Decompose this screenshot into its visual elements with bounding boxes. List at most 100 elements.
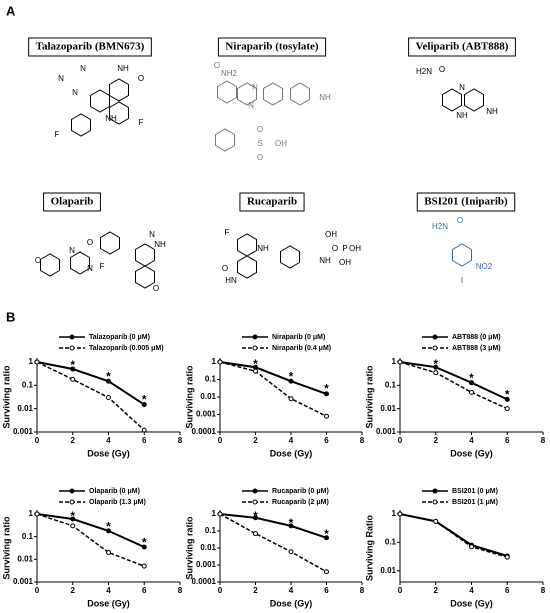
- structure-ring: [109, 78, 129, 102]
- atom-label: S: [257, 139, 262, 148]
- data-point: [141, 544, 147, 550]
- atom-label: NH: [319, 93, 331, 102]
- panel-label: B: [6, 309, 15, 324]
- atom-label: OH: [275, 139, 287, 148]
- structure-ring: [70, 251, 90, 275]
- atom-label: N: [149, 230, 155, 239]
- atom-label: NH: [456, 111, 468, 120]
- x-tick-label: 6: [142, 436, 147, 445]
- x-axis-label: Dose (Gy): [450, 598, 493, 608]
- y-tick-label: 1: [392, 509, 397, 518]
- atom-label: F: [139, 118, 144, 127]
- x-tick-label: 2: [434, 586, 439, 595]
- y-tick-label: 1: [29, 357, 34, 366]
- panel-label: A: [6, 3, 16, 18]
- legend-label: Talazoparib (0 μM): [89, 334, 150, 341]
- legend-label: Rucaparib (0 μM): [272, 488, 329, 495]
- significance-mark: *: [289, 369, 294, 383]
- atom-label: O: [153, 284, 159, 293]
- structure-ring: [237, 255, 257, 279]
- data-point: [70, 516, 76, 522]
- x-tick-label: 0: [398, 436, 403, 445]
- x-tick-label: 6: [505, 586, 510, 595]
- x-axis-label: Dose (Gy): [270, 598, 313, 608]
- x-tick-label: 2: [434, 436, 439, 445]
- x-tick-label: 2: [253, 586, 258, 595]
- series-line: [399, 513, 508, 558]
- atom-label: O: [439, 65, 445, 74]
- legend-marker: [252, 488, 258, 494]
- x-tick-label: 8: [178, 436, 183, 445]
- drug-name: BSI201 (Iniparib): [424, 196, 508, 208]
- atom-label: NH: [486, 107, 498, 116]
- atom-label: NH: [319, 256, 331, 265]
- data-point: [324, 391, 329, 397]
- y-tick-label: 1: [392, 357, 397, 366]
- significance-mark: *: [433, 357, 438, 371]
- legend-marker: [69, 488, 75, 494]
- y-tick-label: 0.01: [200, 543, 216, 552]
- y-tick-label: 0.01: [17, 404, 33, 413]
- atom-label: N: [58, 74, 64, 83]
- legend-marker: [432, 345, 438, 351]
- data-point: [504, 406, 510, 412]
- y-axis-label: Surviving ratio: [364, 365, 374, 429]
- legend-label: Talazoparib (0.005 μM): [89, 345, 164, 352]
- legend-label: Olaparib (1.3 μM): [89, 499, 146, 506]
- y-tick-label: 0.001: [196, 410, 217, 419]
- significance-mark: *: [289, 516, 294, 530]
- data-point: [253, 531, 258, 537]
- series-line: [36, 513, 145, 548]
- atom-label: N: [69, 246, 75, 255]
- x-tick-label: 6: [142, 586, 147, 595]
- y-axis-label: Surviving Ratio: [364, 514, 374, 581]
- legend-marker: [432, 499, 438, 505]
- data-point: [288, 378, 294, 384]
- x-tick-label: 4: [289, 436, 294, 445]
- atom-label: NH2: [221, 69, 238, 78]
- structure-ring: [71, 113, 91, 137]
- legend-marker: [432, 334, 438, 340]
- x-tick-label: 0: [218, 586, 223, 595]
- drug-box: [43, 192, 101, 212]
- series-line: [219, 361, 327, 395]
- data-point: [217, 511, 223, 517]
- x-tick-label: 2: [253, 436, 258, 445]
- x-axis-label: Dose (Gy): [270, 448, 313, 458]
- structure-ring: [263, 82, 283, 106]
- y-tick-label: 0.001: [13, 577, 34, 586]
- legend-marker: [432, 488, 438, 494]
- data-point: [397, 359, 403, 365]
- atom-label: O: [214, 61, 220, 70]
- series-line: [36, 361, 145, 406]
- y-tick-label: 0.1: [205, 526, 217, 535]
- data-point: [324, 413, 329, 419]
- structure-ring: [237, 82, 257, 106]
- x-tick-label: 6: [324, 436, 329, 445]
- atom-label: H2N: [416, 67, 432, 76]
- atom-label: O: [138, 74, 144, 83]
- x-tick-label: 8: [360, 436, 365, 445]
- y-tick-label: 0.1: [385, 380, 397, 389]
- x-tick-label: 8: [541, 436, 546, 445]
- data-point: [288, 396, 294, 402]
- structure-ring: [215, 128, 235, 152]
- structure-ring: [135, 243, 155, 267]
- series-line: [36, 361, 145, 431]
- drug-box: [217, 37, 327, 57]
- atom-label: F: [100, 262, 105, 271]
- data-point: [70, 376, 76, 382]
- drug-name: Niraparib (tosylate): [225, 41, 319, 53]
- drug-name: Olaparib: [51, 196, 94, 208]
- atom-label: N: [252, 83, 258, 92]
- x-tick-label: 2: [71, 586, 76, 595]
- significance-mark: *: [324, 382, 329, 396]
- series-line: [219, 513, 327, 539]
- significance-mark: *: [70, 509, 75, 523]
- atom-label: OH: [339, 258, 351, 267]
- y-tick-label: 0.01: [17, 554, 33, 563]
- significance-mark: *: [505, 388, 510, 402]
- structure-ring: [90, 89, 110, 113]
- x-tick-label: 4: [469, 586, 474, 595]
- drug-name: Veliparib (ABT888): [416, 41, 509, 53]
